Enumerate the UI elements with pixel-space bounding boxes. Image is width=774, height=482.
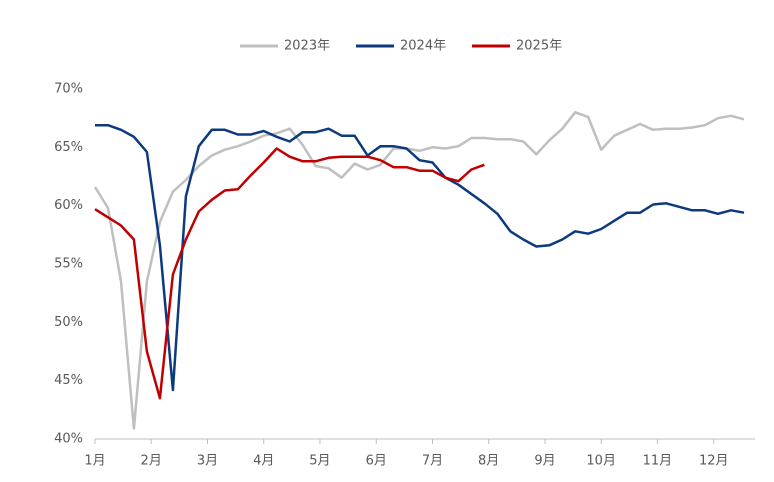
legend-label: 2024年 (400, 39, 446, 54)
x-tick-label: 5月 (309, 454, 330, 469)
x-tick-label: 9月 (534, 454, 555, 469)
x-tick-label: 6月 (366, 454, 387, 469)
y-tick-label: 45% (54, 373, 83, 388)
x-tick-label: 11月 (643, 454, 673, 469)
y-tick-label: 65% (54, 140, 83, 155)
y-tick-label: 70% (54, 82, 83, 97)
x-tick-label: 10月 (586, 454, 616, 469)
x-tick-label: 3月 (197, 454, 218, 469)
y-tick-label: 40% (54, 432, 83, 447)
x-tick-label: 8月 (478, 454, 499, 469)
y-tick-label: 50% (54, 315, 83, 330)
x-tick-label: 1月 (84, 454, 105, 469)
x-tick-label: 7月 (422, 454, 443, 469)
x-tick-label: 4月 (253, 454, 274, 469)
y-tick-label: 60% (54, 198, 83, 213)
legend-label: 2025年 (516, 39, 562, 54)
x-tick-label: 12月 (699, 454, 729, 469)
x-tick-label: 2月 (141, 454, 162, 469)
legend-label: 2023年 (284, 39, 330, 54)
y-tick-label: 55% (54, 257, 83, 272)
series-line (94, 147, 485, 400)
series-line (93, 111, 745, 430)
series-line (95, 123, 745, 392)
